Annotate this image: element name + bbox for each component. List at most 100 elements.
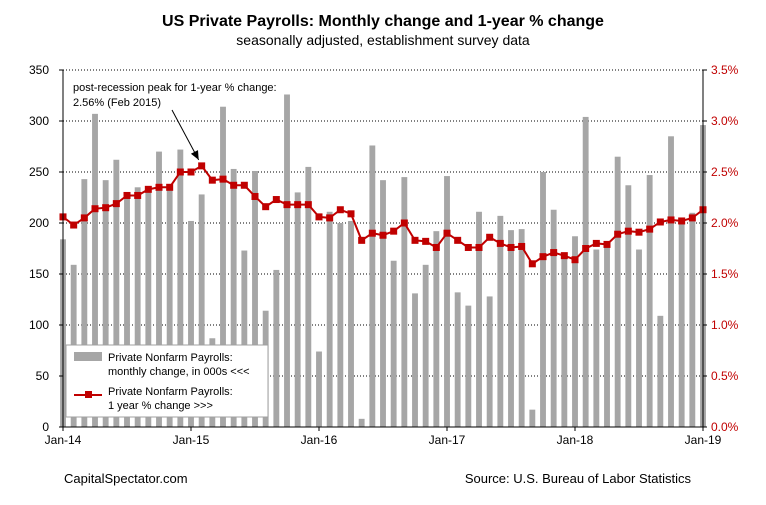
x-tick-label: Jan-18 (557, 433, 594, 447)
pct-point-23 (304, 201, 312, 209)
x-tick-label: Jan-17 (429, 433, 466, 447)
annotation-arrow (171, 109, 200, 161)
x-axis-ticks: Jan-14 Jan-15 Jan-16 Jan-17 Jan-18 Jan-19 (45, 427, 722, 447)
bar-23 (305, 166, 312, 427)
chart-title: US Private Payrolls: Monthly change and … (162, 13, 604, 30)
pct-point-47 (560, 252, 568, 260)
left-tick-label: 300 (29, 114, 49, 128)
bar-34 (422, 264, 429, 427)
bar-3 (92, 113, 98, 428)
bar-2 (81, 179, 88, 427)
line-series (59, 162, 707, 268)
left-tick-label: 100 (29, 318, 49, 332)
pct-point-44 (528, 260, 536, 268)
pct-point-1 (70, 221, 78, 229)
bar-38 (465, 305, 472, 427)
bar-13 (198, 194, 205, 427)
bar-57 (668, 136, 674, 428)
bar-53 (625, 185, 632, 427)
right-tick-label: 3.5% (711, 63, 739, 77)
pct-point-50 (592, 239, 600, 247)
legend-bar-swatch (74, 352, 102, 361)
bar-58 (678, 217, 685, 427)
pct-point-49 (582, 245, 590, 252)
pct-point-19 (262, 203, 270, 211)
legend-line-label-1: Private Nonfarm Payrolls: (108, 386, 233, 398)
peak-annotation: post-recession peak for 1-year % change:… (73, 82, 277, 161)
bar-11 (177, 149, 184, 427)
pct-point-21 (283, 201, 291, 209)
pct-point-56 (656, 218, 664, 226)
bar-20 (273, 269, 280, 427)
pct-point-30 (379, 231, 387, 239)
left-tick-label: 200 (29, 216, 49, 230)
bar-10 (166, 186, 173, 427)
pct-point-33 (411, 236, 419, 244)
bar-30 (380, 180, 386, 427)
bar-52 (614, 156, 621, 427)
bar-21 (284, 94, 290, 427)
pct-point-8 (144, 185, 152, 193)
bar-36 (444, 176, 450, 427)
pct-point-24 (315, 213, 323, 221)
bar-43 (518, 229, 525, 427)
bar-55 (646, 175, 653, 427)
right-tick-label: 2.5% (711, 165, 739, 179)
bar-31 (390, 260, 397, 427)
right-tick-label: 3.0% (711, 114, 739, 128)
x-tick-label: Jan-14 (45, 433, 82, 447)
pct-point-41 (496, 239, 504, 247)
pct-point-54 (635, 228, 643, 236)
pct-point-59 (688, 214, 696, 222)
pct-point-16 (230, 181, 238, 189)
x-tick-label: Jan-15 (173, 433, 210, 447)
pct-point-32 (400, 219, 408, 227)
pct-point-4 (102, 204, 110, 212)
pct-point-13 (198, 162, 206, 170)
pct-point-6 (123, 191, 131, 199)
bar-12 (188, 220, 194, 427)
pct-point-40 (486, 233, 494, 241)
bar-4 (102, 180, 109, 427)
left-axis-ticks: 0 50 100 150 200 250 300 350 (29, 63, 63, 434)
bar-41 (497, 215, 504, 427)
bar-46 (550, 209, 557, 427)
pct-point-57 (667, 216, 675, 224)
pct-point-2 (80, 214, 88, 222)
bar-44 (529, 409, 536, 427)
bar-32 (401, 177, 408, 427)
bar-26 (337, 223, 344, 427)
bar-29 (369, 145, 376, 428)
pct-point-31 (390, 227, 398, 235)
bar-series (60, 94, 706, 428)
legend-bar-label-2: monthly change, in 000s <<< (108, 366, 250, 378)
pct-point-58 (678, 217, 686, 225)
bar-25 (326, 211, 333, 427)
pct-point-14 (208, 176, 216, 184)
chart-subtitle: seasonally adjusted, establishment surve… (236, 32, 530, 48)
right-tick-label: 1.0% (711, 318, 739, 332)
legend-line-label-2: 1 year % change >>> (108, 400, 213, 412)
pct-point-17 (240, 181, 248, 189)
right-tick-label: 1.5% (711, 267, 739, 281)
pct-point-36 (443, 229, 451, 237)
bar-45 (540, 172, 546, 427)
right-tick-label: 0.0% (711, 420, 739, 434)
left-tick-label: 150 (29, 267, 49, 281)
pct-point-55 (646, 225, 654, 233)
pct-point-3 (91, 205, 99, 213)
pct-point-45 (539, 253, 547, 261)
pct-point-20 (272, 196, 280, 204)
legend-line-marker (85, 391, 92, 398)
bar-47 (561, 252, 568, 427)
pct-point-15 (219, 175, 227, 183)
annotation-arrowhead (190, 150, 199, 160)
x-tick-label: Jan-19 (685, 433, 722, 447)
right-tick-label: 0.5% (711, 369, 739, 383)
pct-point-9 (155, 183, 163, 191)
pct-point-42 (507, 243, 515, 251)
bar-37 (454, 292, 461, 427)
bar-35 (433, 231, 440, 427)
pct-point-53 (624, 227, 632, 235)
bar-5 (113, 159, 120, 427)
